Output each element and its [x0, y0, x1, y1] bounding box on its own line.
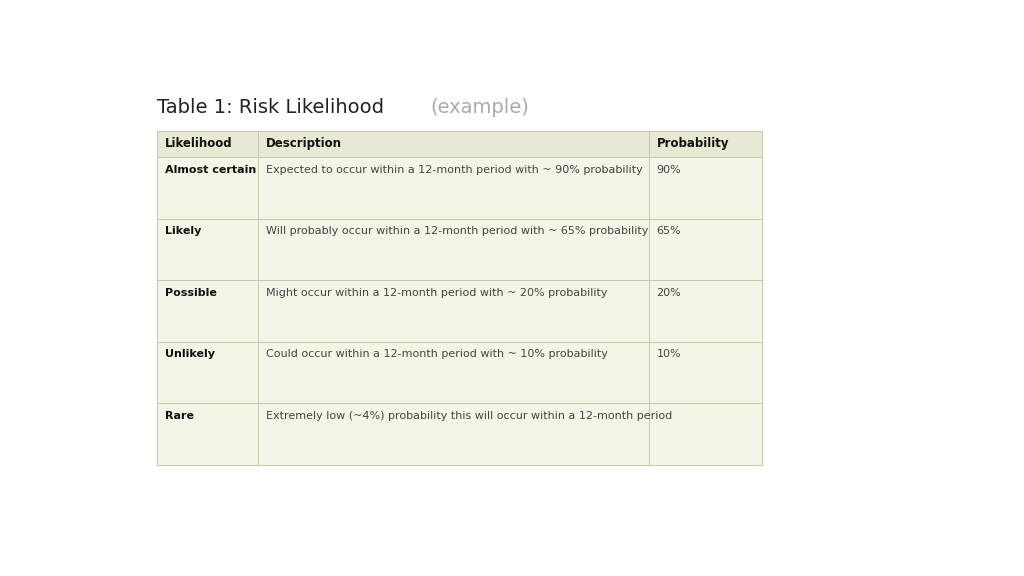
- Text: Unlikely: Unlikely: [165, 350, 215, 359]
- Text: Probability: Probability: [656, 137, 729, 150]
- Bar: [158, 342, 762, 403]
- Text: Almost certain: Almost certain: [165, 165, 256, 175]
- Text: Rare: Rare: [165, 411, 195, 421]
- Text: Might occur within a 12-month period with ~ 20% probability: Might occur within a 12-month period wit…: [266, 288, 607, 298]
- Text: 90%: 90%: [656, 165, 681, 175]
- Bar: [158, 157, 762, 218]
- Bar: [158, 218, 762, 280]
- Bar: [158, 403, 762, 465]
- Text: Possible: Possible: [165, 288, 217, 298]
- Text: 65%: 65%: [656, 226, 681, 236]
- Text: Description: Description: [266, 137, 342, 150]
- Bar: [158, 280, 762, 342]
- Text: Expected to occur within a 12-month period with ~ 90% probability: Expected to occur within a 12-month peri…: [266, 165, 643, 175]
- Text: Could occur within a 12-month period with ~ 10% probability: Could occur within a 12-month period wit…: [266, 350, 608, 359]
- Text: Will probably occur within a 12-month period with ~ 65% probability: Will probably occur within a 12-month pe…: [266, 226, 648, 236]
- Text: 10%: 10%: [656, 350, 681, 359]
- Text: Likely: Likely: [165, 226, 202, 236]
- Text: Likelihood: Likelihood: [165, 137, 232, 150]
- Text: Extremely low (~4%) probability this will occur within a 12-month period: Extremely low (~4%) probability this wil…: [266, 411, 672, 421]
- Text: 20%: 20%: [656, 288, 681, 298]
- Text: (example): (example): [431, 98, 529, 117]
- Text: Table 1: Risk Likelihood: Table 1: Risk Likelihood: [158, 98, 391, 117]
- Bar: [158, 131, 762, 157]
